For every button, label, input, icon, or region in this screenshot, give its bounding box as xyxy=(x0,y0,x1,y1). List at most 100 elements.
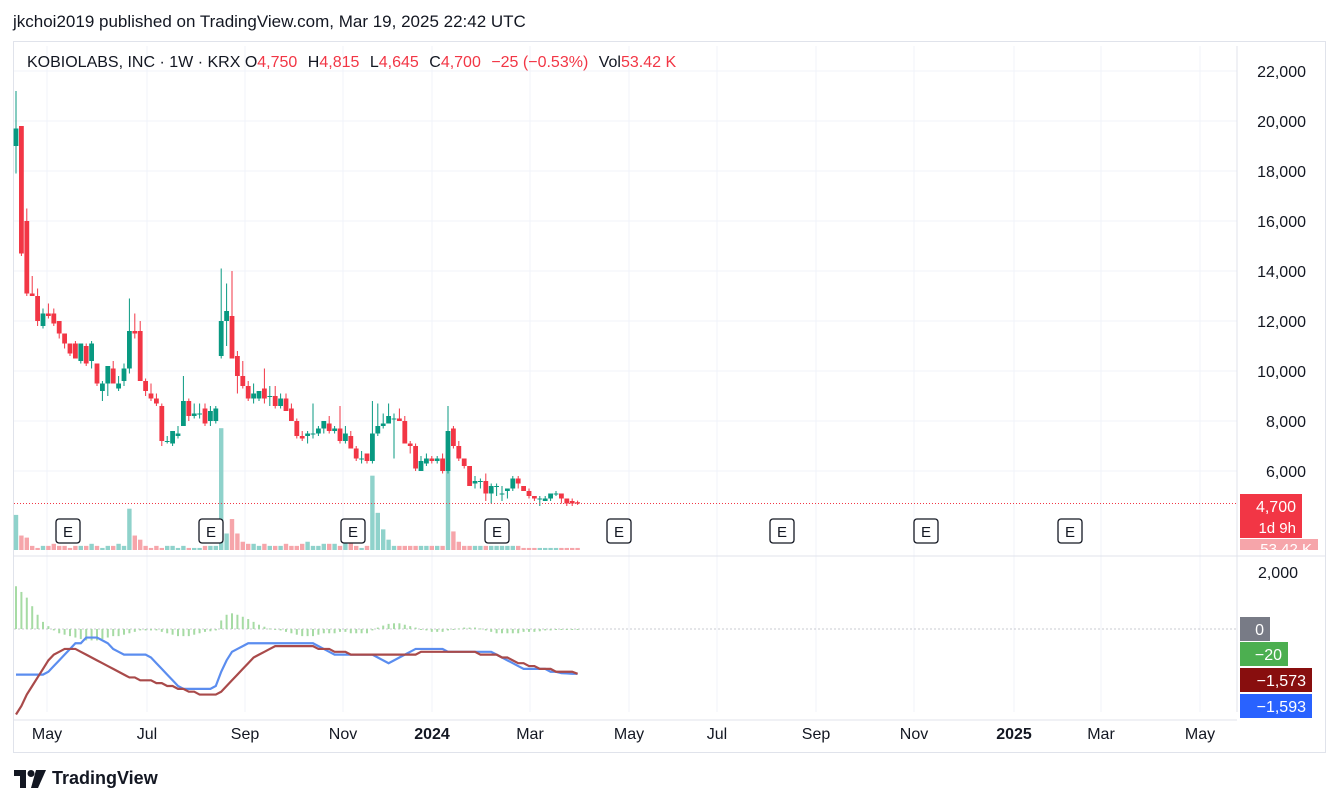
macd-histogram-bar xyxy=(204,629,206,632)
macd-signal-badge xyxy=(1240,668,1312,692)
signal-line xyxy=(15,644,578,716)
volume-bar xyxy=(310,545,316,550)
price-tick-label: 6,000 xyxy=(1266,464,1306,481)
candle-body xyxy=(413,446,418,469)
volume-bar xyxy=(510,545,515,550)
volume-bar xyxy=(472,545,478,550)
candle-body xyxy=(13,128,19,146)
earnings-marker-label: E xyxy=(777,524,787,541)
macd-histogram-bar xyxy=(144,629,147,631)
volume-bar xyxy=(516,545,521,550)
candle-body xyxy=(407,443,413,446)
candle-body xyxy=(316,428,321,434)
volume-bar xyxy=(553,547,559,550)
earnings-marker xyxy=(55,518,81,544)
candle-body xyxy=(56,321,62,334)
volume-bar xyxy=(532,547,537,550)
macd-line xyxy=(16,636,578,690)
macd-histogram-bar xyxy=(225,614,228,629)
macd-histogram-bar xyxy=(279,629,282,631)
macd-histogram-bar xyxy=(117,629,120,637)
volume-bar xyxy=(521,547,526,550)
macd-histogram-bar xyxy=(177,629,179,637)
volume-bar xyxy=(159,547,164,550)
macd-histogram-bar xyxy=(571,629,574,630)
change-value: −25 (−0.53%) xyxy=(491,54,589,71)
candle-body xyxy=(116,383,121,389)
macd-histogram-bar xyxy=(306,629,309,637)
earnings-marker-label: E xyxy=(921,524,931,541)
time-tick-label: Sep xyxy=(802,726,831,743)
candle-body xyxy=(348,436,354,449)
macd-histogram-bar xyxy=(441,629,444,632)
volume-bar xyxy=(132,535,137,550)
footer: TradingView xyxy=(14,768,158,789)
candle-body xyxy=(488,486,494,494)
candle-body xyxy=(159,406,165,441)
macd-histogram-bar xyxy=(220,620,223,629)
candle-body xyxy=(89,343,94,361)
macd-histogram-bar xyxy=(376,627,379,629)
candle-body xyxy=(272,396,278,406)
macd-histogram-bar xyxy=(133,629,136,632)
high-label: H xyxy=(307,54,320,71)
candle-body xyxy=(353,448,359,459)
candle-body xyxy=(359,458,364,460)
symbol-label[interactable]: KOBIOLABS, INC · 1W · KRX xyxy=(27,54,241,71)
macd-histogram-bar xyxy=(285,629,287,632)
time-tick-label: Mar xyxy=(1087,726,1115,743)
candle-body xyxy=(553,493,559,495)
earnings-marker-label: E xyxy=(348,524,358,541)
volume-bar xyxy=(445,461,451,550)
volume-bar xyxy=(424,545,429,550)
volume-bar xyxy=(294,545,299,550)
candle-body xyxy=(310,433,316,435)
volume-bar xyxy=(337,545,343,550)
earnings-marker-label: E xyxy=(206,524,216,541)
earnings-marker-label: E xyxy=(492,524,502,541)
countdown-badge xyxy=(1240,518,1302,538)
volume-bar xyxy=(332,543,337,550)
earnings-marker xyxy=(484,518,510,544)
candle-body xyxy=(542,498,548,501)
volume-bar xyxy=(186,547,191,550)
macd-histogram-bar xyxy=(333,629,336,634)
macd-histogram-bar xyxy=(420,629,422,630)
volume-bar xyxy=(208,545,213,550)
candle-body xyxy=(51,313,57,324)
macd-histogram-bar xyxy=(447,629,449,631)
volume-bar xyxy=(46,545,51,550)
volume-bar xyxy=(78,545,83,550)
volume-bar xyxy=(40,545,46,550)
volume-bar xyxy=(418,545,424,550)
candle-body xyxy=(245,386,251,399)
macd-histogram-bar xyxy=(339,629,341,632)
volume-bar xyxy=(327,543,332,550)
macd-histogram-bar xyxy=(69,629,71,637)
macd-histogram-bar xyxy=(106,629,109,638)
volume-bar xyxy=(116,543,121,550)
tradingview-brand[interactable]: TradingView xyxy=(52,768,158,788)
candle-body xyxy=(391,418,397,420)
macd-histogram-bar xyxy=(166,629,169,634)
candle-body xyxy=(267,396,273,397)
macd-histogram-bar xyxy=(31,606,34,629)
time-tick-label: May xyxy=(1185,726,1215,743)
volume-price-label: 53.42 K xyxy=(1260,541,1312,558)
candle-body xyxy=(94,363,100,384)
macd-histogram-bar xyxy=(241,616,244,629)
macd-histogram-bar xyxy=(182,629,185,637)
candle-body xyxy=(380,423,386,426)
macd-histogram-bar xyxy=(274,629,277,630)
macd-histogram-bar xyxy=(560,629,563,630)
volume-bar xyxy=(13,514,19,550)
volume-bar xyxy=(94,545,100,550)
price-tick-label: 20,000 xyxy=(1257,114,1306,131)
candle-body xyxy=(397,418,402,421)
volume-bar xyxy=(289,545,294,550)
macd-histogram-bar xyxy=(430,629,433,632)
volume-bar xyxy=(478,545,483,550)
volume-bar xyxy=(235,533,240,550)
macd-histogram-bar xyxy=(528,629,530,632)
